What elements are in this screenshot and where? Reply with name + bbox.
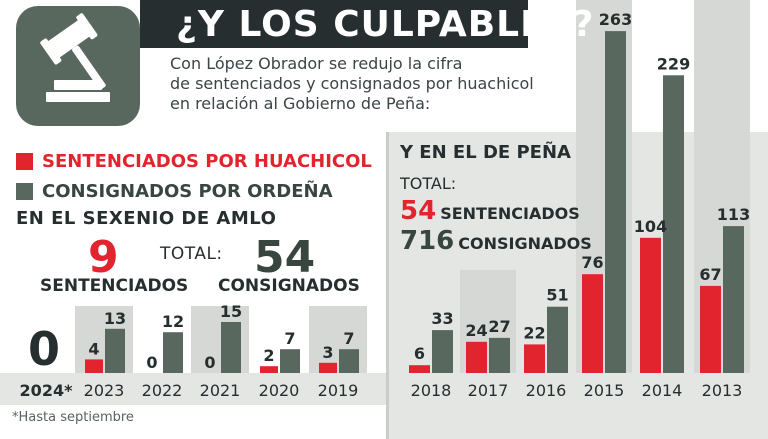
tick-label: 2021 [200,381,241,400]
footnote: *Hasta septiembre [12,410,134,425]
pena-total-label: TOTAL: [400,174,457,193]
data-label-sentenciados: 104 [634,217,667,236]
pena-consignados-row: 716 CONSIGNADOS [400,226,592,256]
data-label-sentenciados: 24 [465,321,487,340]
tick-label: 2013 [702,381,743,400]
bar-sentenciados [524,344,545,373]
amlo-heading: EN EL SEXENIO DE AMLO [16,208,277,229]
bar-consignados [105,328,125,373]
pena-consignados-label: CONSIGNADOS [458,234,592,253]
amlo-consignados-label: CONSIGNADOS [218,276,360,296]
bar-consignados [280,349,300,373]
amlo-total-label: TOTAL: [160,244,223,264]
axis-band [389,373,768,405]
chart-legend: SENTENCIADOS POR HUACHICOL CONSIGNADOS P… [16,146,372,206]
data-label-sentenciados: 4 [88,339,99,358]
tick-label: 2018 [411,381,452,400]
data-label-consignados: 27 [488,317,510,336]
legend-swatch-red [16,152,33,170]
data-label-sentenciados: 2 [263,346,274,365]
bar-consignados [547,306,568,373]
bar-consignados [339,349,359,373]
data-label-consignados: 229 [657,54,690,73]
data-label-consignados: 51 [546,286,568,305]
data-label-sentenciados: 67 [699,265,721,284]
data-label-sentenciados: 0 [146,353,157,372]
bar-sentenciados [319,362,337,373]
gavel-icon [16,6,140,126]
data-label-consignados: 7 [284,329,295,348]
tick-label: 2022 [142,381,183,400]
bar-sentenciados [409,365,430,373]
bar-consignados [605,31,626,373]
pena-sentenciados-total: 54 [400,196,437,226]
bar-consignados [221,322,241,373]
pena-consignados-total: 716 [400,226,455,256]
bar-sentenciados [582,274,603,373]
tick-label: 2023 [84,381,125,400]
legend-swatch-gray [16,182,33,200]
subtitle-line: Con López Obrador se redujo la cifra [170,54,463,73]
bar-consignados [432,330,453,373]
data-label-sentenciados: 0 [204,353,215,372]
legend-label: SENTENCIADOS POR HUACHICOL [42,150,372,172]
bar-consignados [489,337,510,373]
bar-consignados [663,75,684,374]
data-label-consignados: 7 [343,329,354,348]
page-title: ¿Y LOS CULPABLES? [176,4,595,45]
axis-band [0,373,386,405]
pena-heading: Y EN EL DE PEÑA [400,142,571,163]
amlo-consignados-total: 54 [254,232,316,283]
legend-label: CONSIGNADOS POR ORDEÑA [42,180,333,202]
legend-item-sentenciados: SENTENCIADOS POR HUACHICOL [16,146,372,176]
tick-label: 2019 [318,381,359,400]
tick-label: 2016 [526,381,567,400]
data-label-consignados: 113 [717,205,750,224]
pena-sentenciados-label: SENTENCIADOS [440,204,580,223]
tick-label: 2020 [259,381,300,400]
bar-sentenciados [700,285,721,373]
subtitle: Con López Obrador se redujo la cifra de … [170,54,534,114]
bar-sentenciados [640,237,661,373]
data-label-sentenciados: 22 [523,323,545,342]
tick-label: 2024* [20,381,74,400]
bar-sentenciados [85,359,103,373]
bar-consignados [163,332,183,373]
data-label-consignados: 33 [431,309,453,328]
data-label-consignados: 15 [220,302,242,321]
data-label-sentenciados: 3 [322,343,333,362]
amlo-sentenciados-total: 9 [88,232,119,283]
pena-sentenciados-row: 54 SENTENCIADOS [400,196,580,226]
data-label-large: 0 [28,322,60,376]
subtitle-line: en relación al Gobierno de Peña: [170,94,431,113]
data-label-consignados: 263 [599,10,632,29]
legend-item-consignados: CONSIGNADOS POR ORDEÑA [16,176,372,206]
bar-sentenciados [466,341,487,373]
subtitle-line: de sentenciados y consignados por huachi… [170,74,534,93]
data-label-sentenciados: 76 [581,253,603,272]
tick-label: 2015 [584,381,625,400]
bar-consignados [723,226,744,373]
data-label-consignados: 12 [162,312,184,331]
panel-divider [386,132,389,439]
title-band [140,0,528,48]
data-label-consignados: 13 [104,309,126,328]
tick-label: 2014 [642,381,683,400]
amlo-sentenciados-label: SENTENCIADOS [40,276,189,296]
bar-sentenciados [260,366,278,373]
data-label-sentenciados: 6 [414,344,425,363]
tick-label: 2017 [468,381,509,400]
